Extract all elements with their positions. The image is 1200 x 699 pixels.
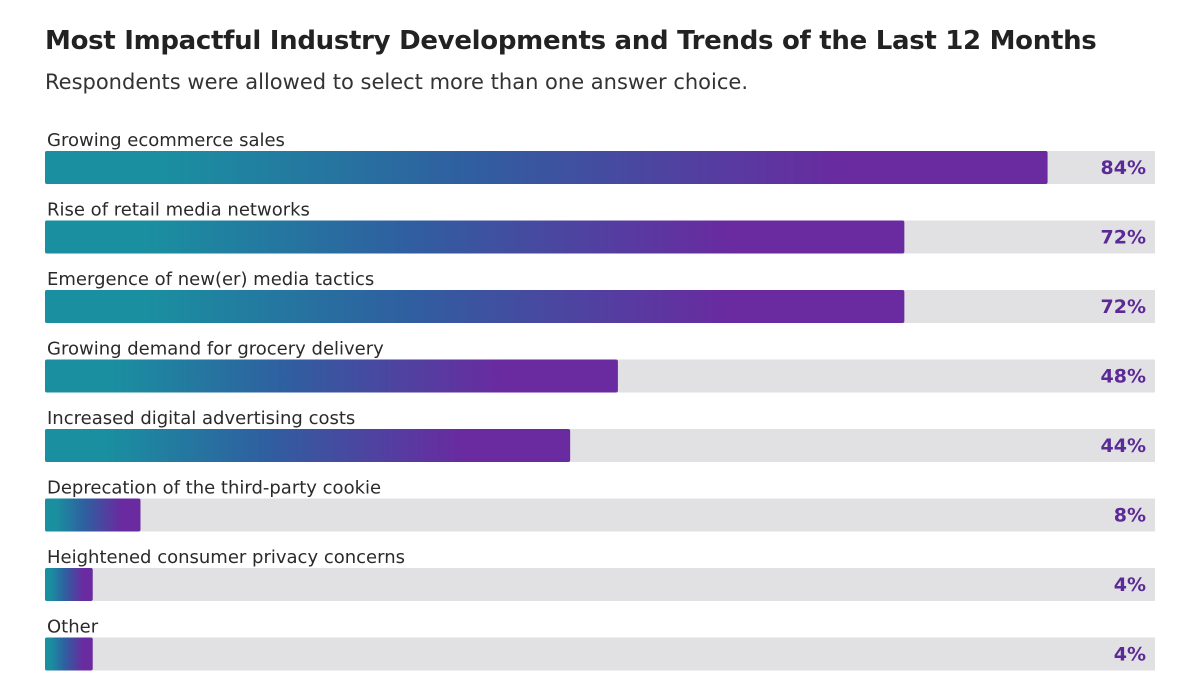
chart-subtitle: Respondents were allowed to select more …	[45, 70, 749, 94]
value-label: 8%	[1114, 505, 1146, 527]
bar	[45, 359, 618, 393]
bar-track	[45, 498, 1155, 532]
bar	[45, 637, 93, 671]
category-label: Heightened consumer privacy concerns	[47, 547, 405, 568]
bar-track	[45, 568, 1155, 601]
value-label: 72%	[1101, 296, 1146, 318]
bar-row: Increased digital advertising costs 44%	[45, 408, 1155, 462]
bar	[45, 220, 905, 254]
category-label: Rise of retail media networks	[47, 200, 310, 221]
bar-row: Rise of retail media networks 72%	[45, 200, 1155, 254]
bar	[45, 290, 905, 323]
category-label: Deprecation of the third-party cookie	[47, 478, 381, 499]
category-label: Growing ecommerce sales	[47, 130, 285, 151]
bar-row: Heightened consumer privacy concerns 4%	[45, 547, 1155, 601]
value-label: 72%	[1101, 227, 1146, 249]
category-label: Emergence of new(er) media tactics	[47, 269, 374, 290]
value-label: 84%	[1101, 157, 1146, 179]
category-label: Increased digital advertising costs	[47, 408, 355, 429]
bar-row: Deprecation of the third-party cookie 8%	[45, 478, 1155, 532]
bar-row: Other 4%	[45, 617, 1155, 671]
category-label: Growing demand for grocery delivery	[47, 339, 384, 360]
bar	[45, 429, 571, 462]
value-label: 4%	[1114, 644, 1146, 666]
bar	[45, 151, 1048, 184]
chart-title: Most Impactful Industry Developments and…	[45, 26, 1097, 56]
bar	[45, 498, 141, 532]
bar-row: Growing demand for grocery delivery 48%	[45, 339, 1155, 393]
category-label: Other	[47, 617, 99, 638]
bar-track	[45, 637, 1155, 671]
value-label: 44%	[1101, 435, 1146, 457]
bar-row: Emergence of new(er) media tactics 72%	[45, 269, 1155, 323]
bar-row: Growing ecommerce sales 84%	[45, 130, 1155, 184]
value-label: 4%	[1114, 574, 1146, 596]
bar	[45, 568, 93, 601]
value-label: 48%	[1101, 366, 1146, 388]
